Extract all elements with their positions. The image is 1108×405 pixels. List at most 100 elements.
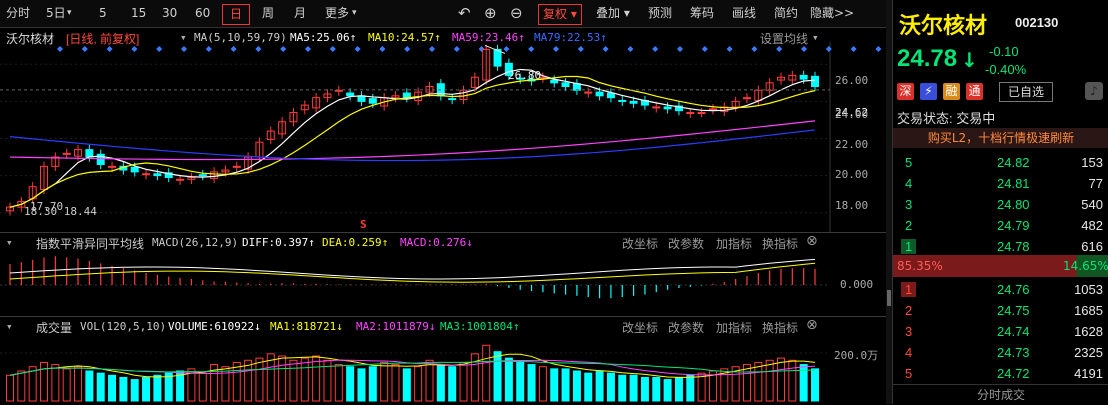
close-icon[interactable]: ⊗ [806, 233, 818, 249]
candle-body [96, 153, 105, 165]
period-5min[interactable]: 5 [99, 6, 107, 20]
draw-line-button[interactable]: 画线 [732, 6, 757, 20]
added-watchlist-button[interactable]: 已自选 [999, 82, 1053, 102]
volume-bar [516, 361, 525, 402]
candle-body [448, 98, 457, 101]
zoom-in-icon[interactable]: ⊕ [484, 4, 497, 22]
buy-price: 24.73 [997, 345, 1030, 360]
tick-trades-tab[interactable]: 分时成交 [893, 384, 1108, 405]
chevron-down-icon[interactable]: ▾ [6, 320, 13, 333]
lightning-icon[interactable]: ⚡ [920, 83, 937, 100]
sell-row-2[interactable]: 2 24.79 482 [893, 215, 1108, 236]
vol-change-params-button[interactable]: 改参数 [668, 321, 705, 335]
panel-splitter[interactable] [886, 0, 892, 404]
overlay-button[interactable]: 叠加 ▾ [596, 6, 630, 20]
candle-body [334, 89, 343, 92]
volume-bar [414, 366, 423, 402]
sell-row-4[interactable]: 4 24.81 77 [893, 173, 1108, 194]
margin-tag[interactable]: 融 [943, 83, 960, 100]
buy-row-5[interactable]: 5 24.72 4191 [893, 363, 1108, 384]
period-5day[interactable]: 5日 [46, 6, 66, 20]
close-icon[interactable]: ⊗ [806, 317, 818, 333]
hide-panel-button[interactable]: 隐藏>> [810, 6, 855, 20]
bell-icon[interactable]: ♪ [1085, 82, 1103, 100]
volume-bar [187, 368, 196, 402]
arrow-down-icon: ↓ [961, 48, 978, 72]
candle-body [482, 48, 491, 81]
buy-level: 2 [905, 303, 913, 318]
chevron-down-icon[interactable]: ▾ [180, 31, 187, 44]
connect-tag[interactable]: 通 [966, 83, 983, 100]
candle-body [493, 48, 502, 67]
buy-row-2[interactable]: 2 24.75 1685 [893, 300, 1108, 321]
more-periods[interactable]: 更多 [325, 6, 350, 20]
period-week[interactable]: 周 [262, 6, 275, 20]
period-30min[interactable]: 30 [162, 6, 178, 20]
candle-body [17, 201, 26, 208]
macd-change-params-button[interactable]: 改参数 [668, 237, 705, 251]
sell-row-1[interactable]: 1 24.78 616 [893, 236, 1108, 257]
sell-row-5[interactable]: 5 24.82 153 [893, 152, 1108, 173]
volume-params: VOL(120,5,10) [80, 320, 167, 333]
chips-button[interactable]: 筹码 [690, 6, 715, 20]
sell-row-3[interactable]: 3 24.80 540 [893, 194, 1108, 215]
forecast-button[interactable]: 预测 [648, 6, 673, 20]
simple-mode-button[interactable]: 简约 [774, 6, 799, 20]
candle-body [108, 165, 117, 168]
volume-bar [62, 368, 71, 402]
event-diamond-marker [652, 46, 659, 52]
chevron-down-icon[interactable]: ▾ [6, 236, 13, 249]
volume-bar [663, 379, 672, 402]
period-fenshi[interactable]: 分时 [6, 6, 31, 20]
sell-volume: 616 [1081, 239, 1103, 254]
volume-bar [606, 372, 615, 402]
volume-bar [300, 357, 309, 402]
chevron-down-icon[interactable]: ▾ [812, 31, 819, 44]
stock-title: 沃尔核材 [899, 13, 988, 38]
chevron-down-icon[interactable]: ▾ [352, 8, 357, 18]
period-month[interactable]: 月 [294, 6, 307, 20]
volume-bar [176, 370, 185, 402]
buy-volume: 1053 [1074, 282, 1103, 297]
chevron-down-icon[interactable]: ▾ [67, 8, 72, 18]
fuquan-button[interactable]: 复权 ▾ [538, 4, 582, 25]
vol-add-indicator-button[interactable]: 加指标 [716, 321, 753, 335]
buy-level: 5 [905, 366, 913, 381]
macd-title: 指数平滑异同平均线 [36, 237, 145, 251]
event-diamond-marker [850, 46, 857, 52]
volume-ma3: MA3:1001804↑ [440, 320, 520, 333]
candle-body [85, 149, 94, 158]
period-day[interactable]: 日 [222, 4, 250, 25]
volume-bar [686, 374, 695, 402]
candle-body [425, 86, 434, 93]
macd-switch-indicator-button[interactable]: 换指标 [762, 237, 799, 251]
period-15min[interactable]: 15 [131, 6, 147, 20]
sell-level: 1 [901, 239, 917, 254]
zoom-out-icon[interactable]: ⊖ [510, 4, 523, 22]
sell-volume: 77 [1088, 176, 1103, 191]
volume-bar [504, 357, 513, 402]
volume-bar [811, 368, 819, 402]
volume-bar [425, 359, 434, 402]
buy-row-3[interactable]: 3 24.74 1628 [893, 321, 1108, 342]
event-diamond-marker [429, 46, 435, 52]
buy-price: 24.76 [997, 282, 1030, 297]
buy-row-1[interactable]: 1 24.76 1053 [893, 279, 1108, 300]
ma-settings-button[interactable]: 设置均线 [760, 32, 809, 46]
macd-change-axis-button[interactable]: 改坐标 [622, 237, 659, 251]
undo-icon[interactable]: ↶ [458, 4, 471, 22]
sell-volume: 540 [1081, 197, 1103, 212]
vol-change-axis-button[interactable]: 改坐标 [622, 321, 659, 335]
macd-add-indicator-button[interactable]: 加指标 [716, 237, 753, 251]
vol-switch-indicator-button[interactable]: 换指标 [762, 321, 799, 335]
volume-bar [232, 361, 241, 402]
volume-bar [731, 366, 740, 402]
buy-row-4[interactable]: 4 24.73 2325 [893, 342, 1108, 363]
event-diamond-marker [181, 46, 187, 52]
splitter-grip[interactable] [887, 290, 891, 306]
volume-bar [380, 361, 389, 402]
event-diamond-marker [57, 46, 63, 52]
market-tag-shen[interactable]: 深 [897, 83, 914, 100]
period-60min[interactable]: 60 [195, 6, 211, 20]
l2-banner[interactable]: 购买L2，十档行情极速刷新 [893, 128, 1108, 148]
